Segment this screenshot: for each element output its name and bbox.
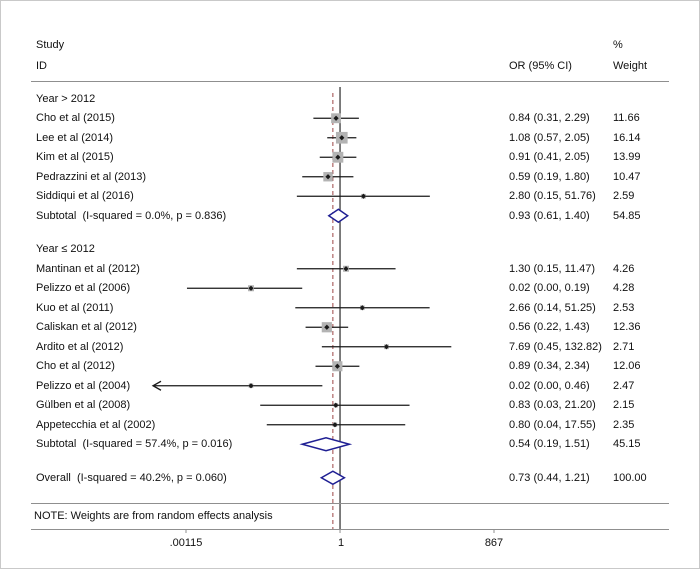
col-header-or: OR (95% CI) [509,60,572,72]
point-marker [248,285,254,291]
subtotal-diamond [327,208,350,224]
note-text: NOTE: Weights are from random effects an… [34,510,273,522]
ci-clip-arrow-icon [151,380,162,391]
x-tick-label-null: 1 [337,537,345,549]
header-divider [31,81,669,82]
point-marker [325,174,331,180]
col-header-percent: % [613,39,623,51]
point-marker [333,115,339,121]
subtotal-diamond [299,436,353,452]
point-marker [359,305,365,311]
point-marker [343,266,349,272]
col-header-study: Study [36,39,65,51]
point-marker [335,154,341,160]
col-header-weight: Weight [613,60,648,72]
point-marker [383,344,390,350]
note-divider [31,503,669,504]
point-marker [360,193,367,199]
x-axis-line [31,529,669,530]
point-marker [333,402,339,408]
point-marker [332,422,338,428]
point-marker [339,135,345,141]
x-tick-label-max: 867 [484,537,504,549]
x-tick-label-min: .00115 [169,537,203,549]
overall-diamond [319,470,346,486]
point-marker [324,324,330,330]
col-header-id: ID [36,60,47,72]
point-marker [248,383,254,389]
point-marker [334,363,340,369]
